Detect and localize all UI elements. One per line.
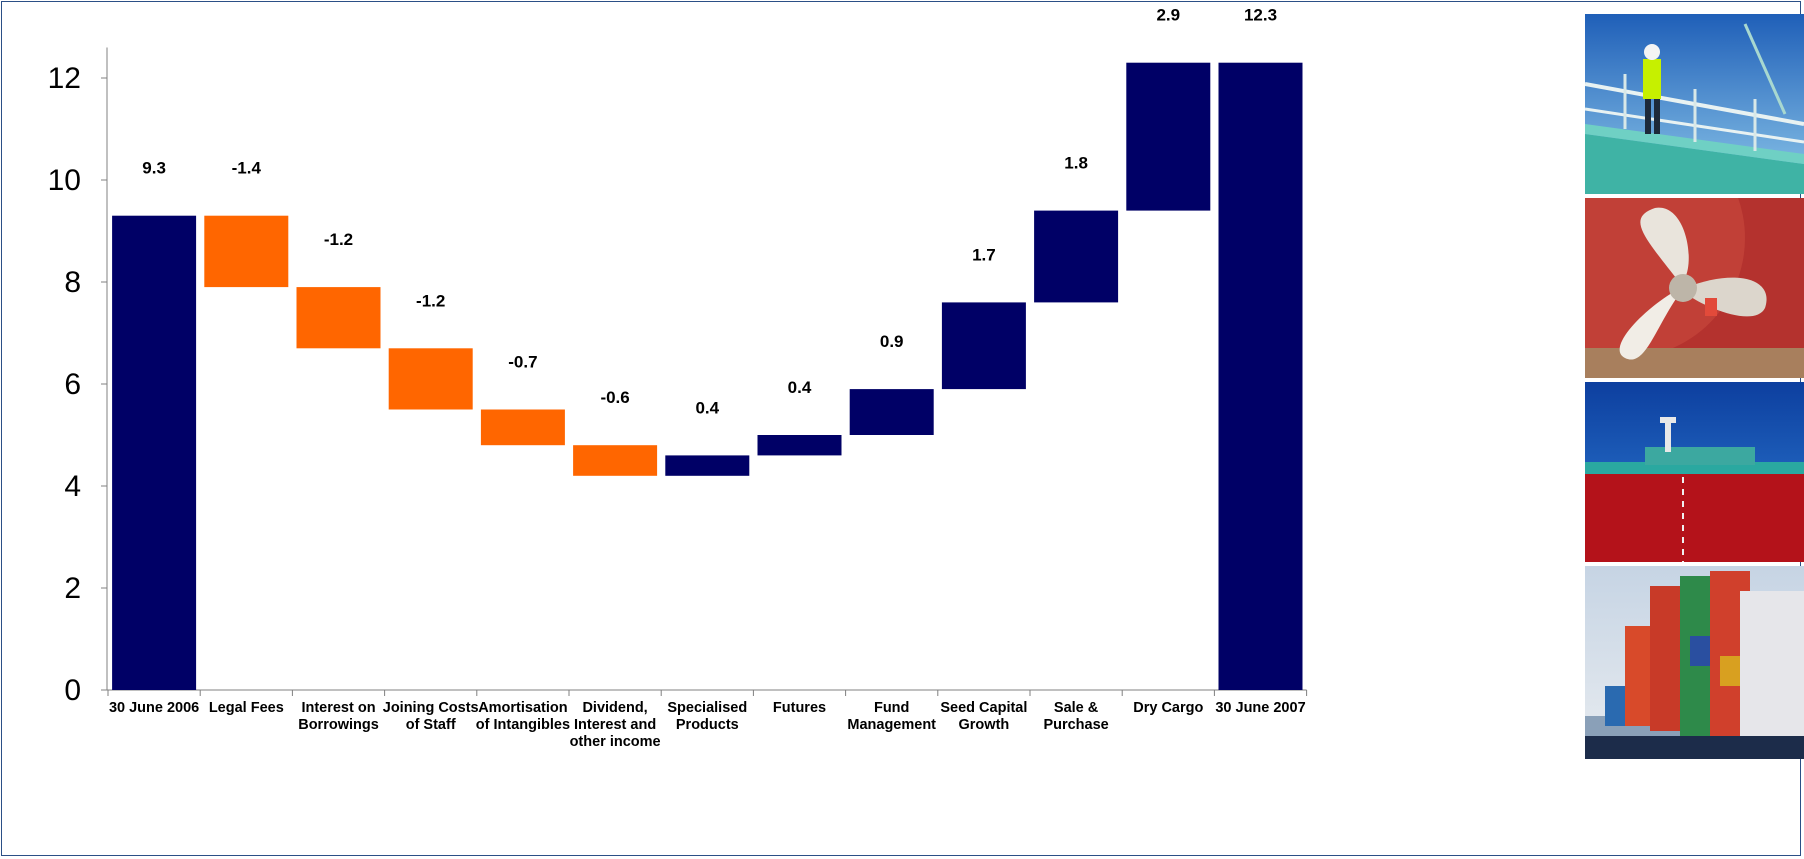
x-tick-label-line: Growth [959,717,1010,733]
data-label: 0.4 [695,398,719,417]
x-tick-label-line: 30 June 2007 [1215,700,1305,716]
data-label: 12.3 [1244,6,1277,25]
ship-deck-worker-photo [1585,14,1804,194]
x-tick-label-line: of Intangibles [476,717,570,733]
waterfall-chart: 9.3 -1.4 -1.2 -1.2 -0.7 -0.6 0.4 0.4 0.9 1.7 1.8 2.… [48,6,1308,750]
x-tick-label: Amortisation of Intangibles [476,700,570,733]
x-tick-label: Legal Fees [209,700,284,716]
data-label: -1.2 [416,291,445,310]
container-ship-photo [1585,566,1804,759]
chart-bars [112,62,1303,690]
y-tick-label: 10 [48,164,81,197]
x-tick-label-line: Futures [773,700,826,716]
x-tick-label: Interest on Borrowings [298,700,379,733]
tanker-bow-photo [1585,382,1804,562]
ship-propeller-photo [1585,198,1804,378]
x-tick-label-line: Dividend, [582,700,647,716]
data-label: 0.4 [788,378,812,397]
x-tick-label-line: Amortisation [478,700,567,716]
bar-increase [1126,62,1211,211]
data-label: 9.3 [142,159,166,178]
x-tick-label: Sale & Purchase [1043,700,1108,733]
x-tick-label-line: Seed Capital [940,700,1027,716]
x-tick-label-line: Purchase [1043,717,1108,733]
bar-increase [665,455,750,476]
x-tick-label: Dry Cargo [1133,700,1203,716]
x-tick-label: Futures [773,700,826,716]
bar-increase [1034,210,1119,303]
bar-decrease [573,445,658,476]
data-label: 1.8 [1064,154,1088,173]
x-tick-label: 30 June 2007 [1215,700,1305,716]
x-tick-label-line: Interest on [301,700,375,716]
data-label: 0.9 [880,332,904,351]
x-tick-label-line: other income [570,734,661,750]
x-tick-label-line: of Staff [406,717,456,733]
x-tick-label-line: Management [847,717,936,733]
x-tick-label-line: Products [676,717,739,733]
x-tick-label: Seed Capital Growth [940,700,1027,733]
x-tick-label-line: Sale & [1054,700,1099,716]
x-tick-label: Fund Management [847,700,936,733]
y-tick-label: 12 [48,62,81,95]
y-tick-label: 2 [64,572,81,605]
y-tick-label: 8 [64,266,81,299]
y-tick-label: 6 [64,368,81,401]
x-tick-label-line: Specialised [667,700,747,716]
x-tick-label-line: Fund [874,700,909,716]
bar-total [112,215,197,690]
x-tick-label-line: Borrowings [298,717,379,733]
x-tick-label-line: Interest and [574,717,656,733]
x-tick-label-line: Joining Costs [383,700,479,716]
x-tick-label-line: 30 June 2006 [109,700,199,716]
x-tick-label: Joining Costs of Staff [383,700,479,733]
data-label: -1.4 [232,159,262,178]
x-tick-labels: 30 June 2006 Legal Fees Interest on Borrowi… [109,700,1306,750]
chart-axes [101,47,1308,696]
data-labels: 9.3 -1.4 -1.2 -1.2 -0.7 -0.6 0.4 0.4 0.9 1.7 1.8 2.… [142,6,1277,418]
bar-decrease [388,348,473,410]
x-tick-label: Dividend, Interest and other income [570,700,661,750]
data-label: -0.6 [600,388,629,407]
bar-increase [849,389,934,435]
bar-decrease [204,215,289,288]
y-tick-label: 4 [64,470,81,503]
data-label: 1.7 [972,245,996,264]
x-tick-label: Specialised Products [667,700,747,733]
x-tick-label-line: Dry Cargo [1133,700,1203,716]
bar-decrease [480,409,565,446]
bar-increase [757,435,842,456]
bar-total [1218,62,1303,690]
bar-increase [941,302,1026,390]
y-tick-labels: 0 2 4 6 8 10 12 [48,62,81,707]
data-label: -0.7 [508,353,537,372]
bar-decrease [296,287,381,349]
data-label: -1.2 [324,230,353,249]
x-tick-label: 30 June 2006 [109,700,199,716]
x-tick-label-line: Legal Fees [209,700,284,716]
y-tick-label: 0 [64,674,81,707]
data-label: 2.9 [1156,6,1180,25]
